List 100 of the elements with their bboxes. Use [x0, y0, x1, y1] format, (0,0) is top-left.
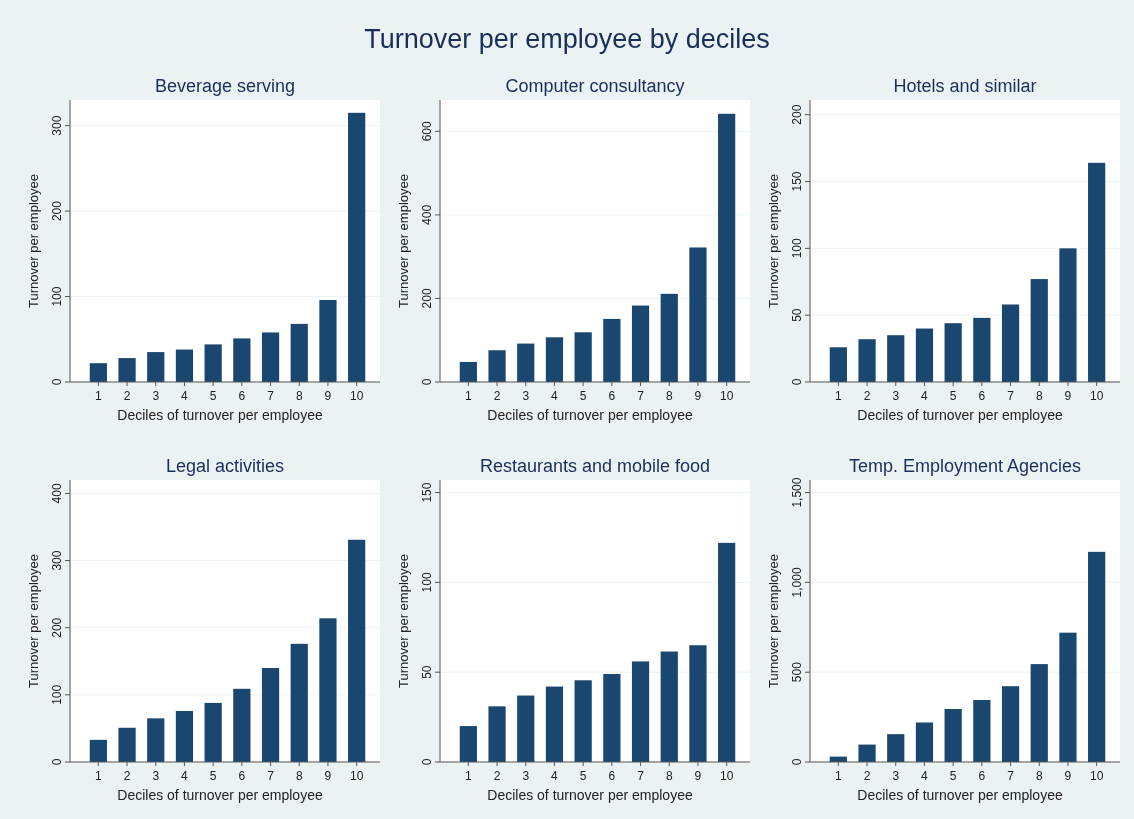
chart-title: Computer consultancy: [505, 76, 685, 96]
bar: [545, 337, 564, 382]
bar: [147, 352, 165, 382]
y-tick-label: 0: [50, 378, 64, 386]
x-tick-label: 9: [1064, 389, 1072, 403]
bar: [1030, 664, 1048, 762]
x-tick-label: 9: [694, 389, 702, 403]
bar: [944, 709, 962, 762]
bar: [319, 299, 337, 382]
x-tick-label: 8: [1035, 769, 1043, 783]
x-tick-label: 4: [921, 769, 929, 783]
bar: [233, 688, 251, 762]
x-tick-label: 1: [95, 389, 103, 403]
y-tick-label: 1,500: [790, 477, 804, 508]
bar: [887, 734, 905, 762]
bar: [261, 332, 280, 382]
bar: [319, 618, 337, 762]
x-tick-label: 4: [551, 769, 559, 783]
y-tick-label: 400: [50, 483, 64, 504]
x-tick-label: 6: [608, 769, 616, 783]
x-tick-label: 7: [1007, 769, 1015, 783]
x-tick-label: 10: [349, 769, 364, 783]
bar: [290, 323, 308, 382]
y-axis-title: Turnover per employee: [396, 554, 411, 688]
bar: [1059, 632, 1077, 762]
x-axis-title: Deciles of turnover per employee: [857, 407, 1063, 423]
x-tick-label: 2: [863, 769, 871, 783]
x-tick-label: 10: [719, 389, 734, 403]
bar: [459, 726, 477, 762]
bar: [973, 700, 991, 762]
bar: [689, 247, 707, 382]
bar: [1059, 248, 1077, 382]
bar: [689, 645, 707, 762]
x-tick-label: 2: [123, 769, 131, 783]
y-tick-label: 400: [420, 204, 434, 225]
x-tick-label: 10: [1089, 769, 1104, 783]
bar: [175, 710, 194, 762]
bar: [89, 739, 107, 762]
bar: [973, 317, 991, 382]
y-tick-label: 100: [420, 572, 434, 593]
y-tick-label: 100: [50, 684, 64, 705]
bar: [829, 347, 847, 382]
x-tick-label: 8: [295, 769, 303, 783]
x-tick-label: 5: [579, 389, 587, 403]
y-tick-label: 150: [790, 171, 804, 192]
bar: [1088, 551, 1106, 762]
bar: [660, 293, 678, 382]
x-tick-label: 6: [608, 389, 616, 403]
x-tick-label: 1: [465, 389, 473, 403]
x-tick-label: 3: [152, 389, 160, 403]
bar: [175, 349, 194, 382]
x-tick-label: 5: [209, 769, 217, 783]
bar: [118, 358, 136, 382]
y-tick-label: 200: [50, 200, 64, 222]
y-axis-title: Turnover per employee: [26, 174, 41, 308]
bar: [944, 323, 962, 382]
x-tick-label: 3: [522, 389, 530, 403]
bar: [348, 539, 366, 762]
x-tick-label: 6: [238, 769, 246, 783]
x-tick-label: 3: [892, 389, 900, 403]
y-tick-label: 300: [50, 115, 64, 136]
bar: [488, 350, 506, 382]
x-tick-label: 7: [267, 389, 275, 403]
text: Turnover per employee by deciles: [364, 24, 770, 54]
bar: [718, 113, 736, 382]
x-tick-label: 2: [493, 769, 501, 783]
x-tick-label: 3: [522, 769, 530, 783]
bar: [631, 661, 650, 762]
x-tick-label: 4: [551, 389, 559, 403]
y-tick-label: 200: [50, 617, 64, 638]
x-tick-label: 3: [892, 769, 900, 783]
x-tick-label: 7: [1007, 389, 1015, 403]
x-tick-label: 6: [978, 769, 986, 783]
x-tick-label: 8: [665, 769, 673, 783]
bar: [261, 668, 280, 762]
y-tick-label: 1,000: [790, 567, 804, 598]
x-tick-label: 3: [152, 769, 160, 783]
x-tick-label: 9: [324, 769, 332, 783]
y-tick-label: 50: [420, 665, 434, 679]
y-tick-label: 200: [790, 104, 804, 125]
bar: [517, 695, 535, 762]
bar: [204, 344, 222, 382]
chart-title: Beverage serving: [154, 76, 296, 96]
chart-title: Hotels and similar: [893, 76, 1037, 96]
x-tick-label: 5: [579, 769, 587, 783]
y-tick-label: 150: [420, 482, 434, 503]
x-tick-label: 6: [238, 389, 246, 403]
bar: [574, 332, 592, 382]
bar: [718, 542, 736, 762]
x-axis-title: Deciles of turnover per employee: [117, 407, 323, 423]
x-axis-title: Deciles of turnover per employee: [117, 787, 323, 803]
y-tick-label: 200: [420, 288, 434, 309]
x-tick-label: 1: [835, 769, 843, 783]
x-axis-title: Deciles of turnover per employee: [487, 407, 693, 423]
x-tick-label: 1: [835, 389, 843, 403]
y-axis-title: Turnover per employee: [766, 174, 781, 308]
x-tick-label: 8: [1035, 389, 1043, 403]
y-tick-label: 0: [50, 758, 64, 766]
bar: [858, 744, 876, 762]
bar: [459, 361, 477, 382]
